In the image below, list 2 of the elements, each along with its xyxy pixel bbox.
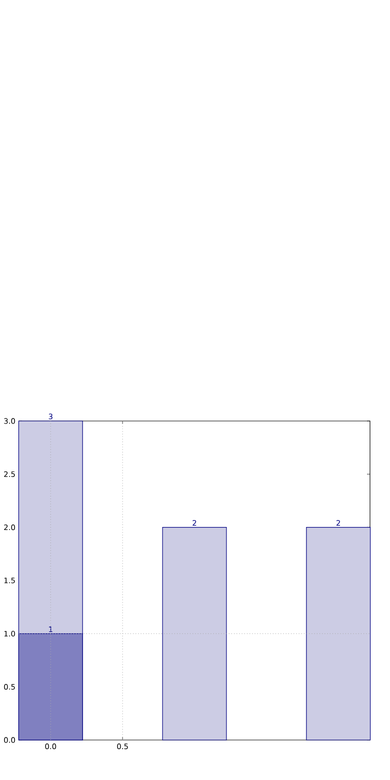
bar [306,527,371,740]
bar [162,527,227,740]
